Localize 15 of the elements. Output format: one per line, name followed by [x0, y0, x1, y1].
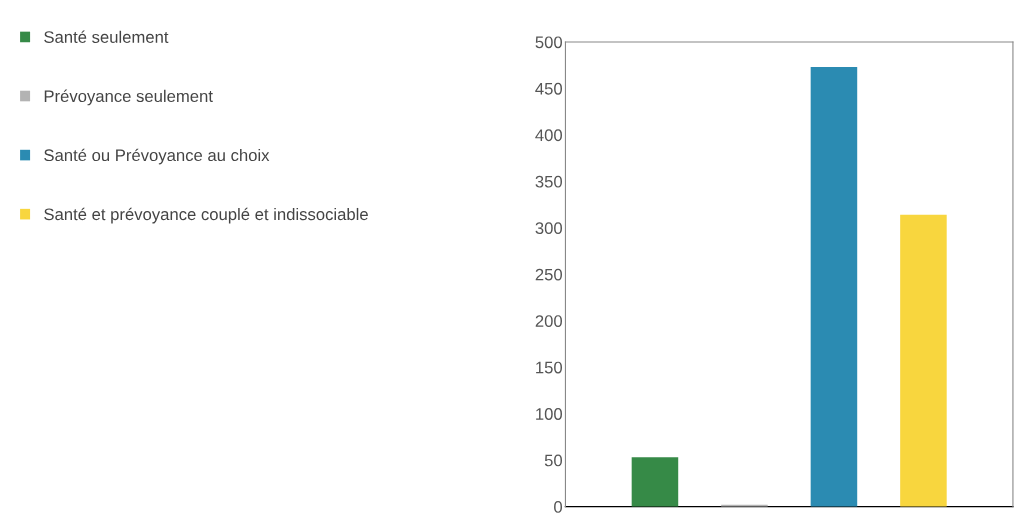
y-tick-label: 400 [535, 129, 563, 142]
y-tick-label: 50 [544, 454, 563, 467]
y-tick-label: 450 [535, 82, 563, 95]
y-tick-label: 250 [535, 268, 563, 281]
y-tick-label: 100 [536, 408, 563, 420]
legend-label: Santé seulement [44, 30, 169, 43]
legend-label: Santé ou Prévoyance au choix [44, 148, 270, 165]
y-tick-label: 300 [535, 222, 563, 235]
y-tick-label: 200 [535, 315, 563, 327]
legend-label: Prévoyance seulement [44, 89, 213, 106]
y-tick-label: 500 [535, 36, 563, 49]
legend-label: Santé et prévoyance couplé et indissociable [44, 207, 368, 224]
y-tick-label: 150 [536, 361, 563, 374]
y-tick-label: 350 [535, 175, 563, 188]
y-tick-label: 0 [554, 501, 563, 513]
